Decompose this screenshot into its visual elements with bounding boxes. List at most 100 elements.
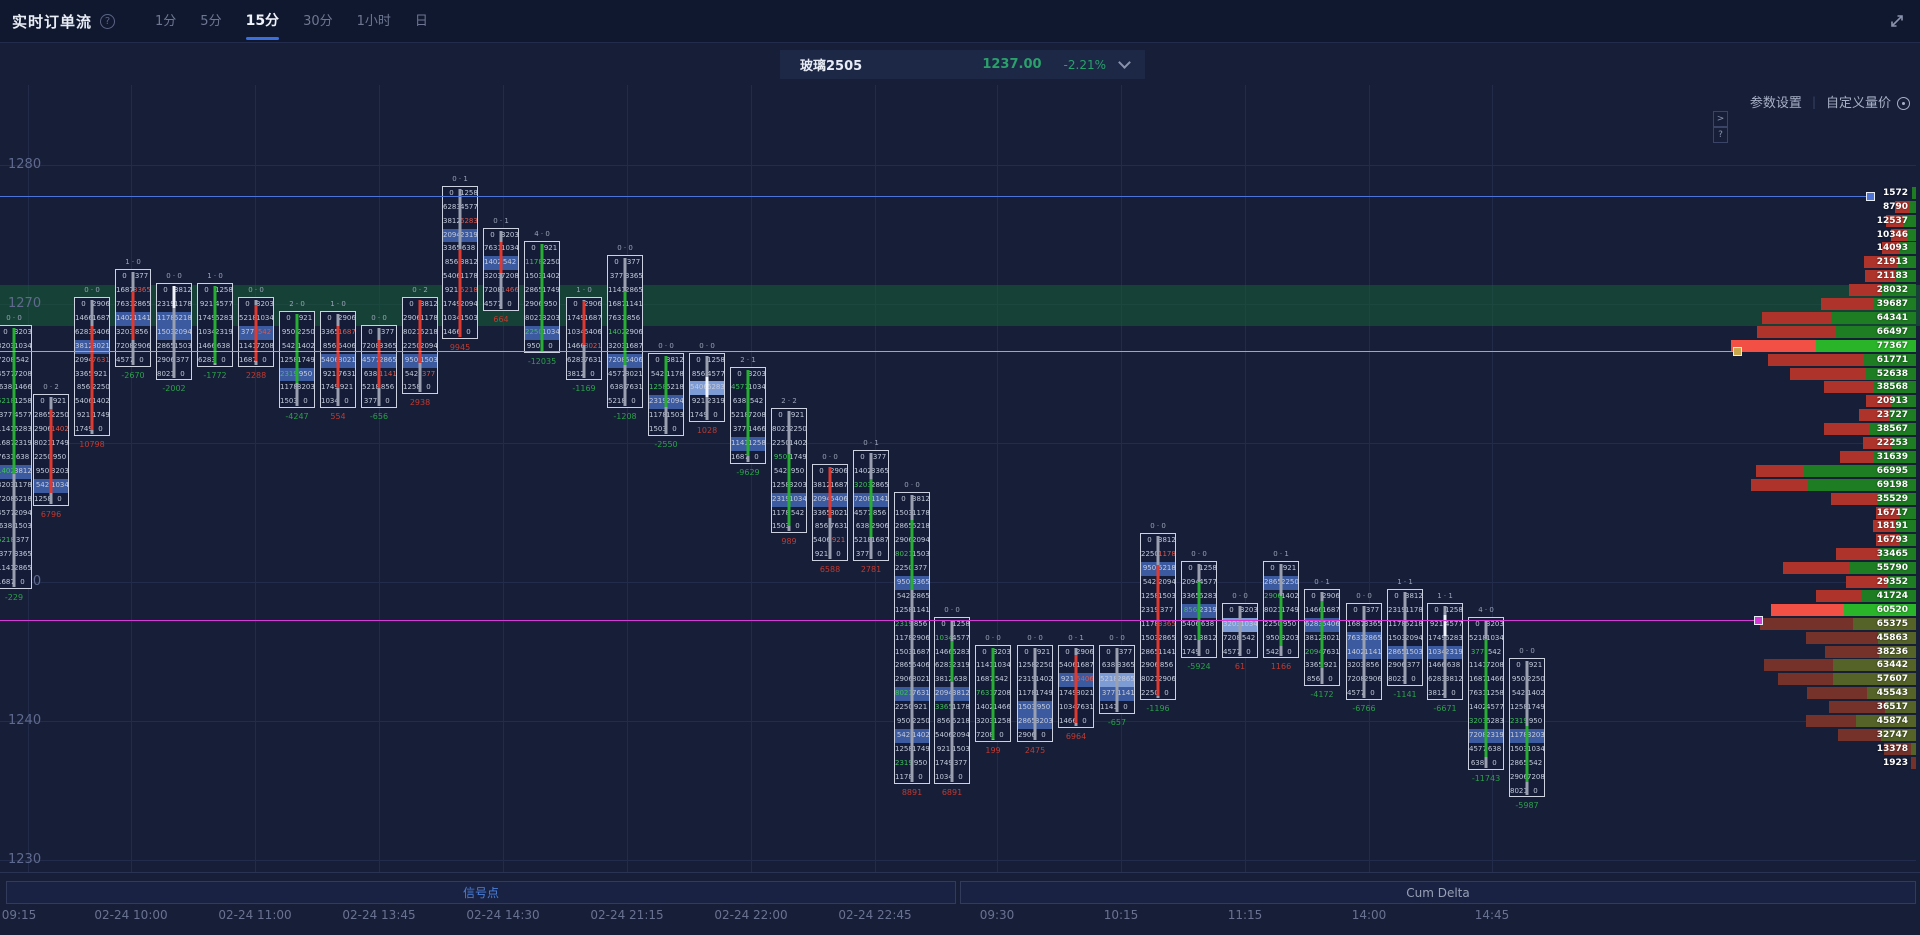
collapse-icon[interactable] [1888,12,1906,30]
footprint-candle[interactable]: 0 377 1687 3365 7631 2865 1402 1141 3203 856 7208 2… [1346,602,1382,701]
footprint-row: 7208 2906 [116,340,150,354]
footprint-candle[interactable]: 0 3203 3203 1034 7208 542 4577 0 [1222,602,1258,659]
ask-volume-cell: 638 [1487,744,1502,753]
upper-alert-line-handle[interactable] [1866,191,1875,201]
bid-volume-cell: 7631 [1347,633,1364,642]
ask-volume-cell: 7208 [256,341,273,350]
lower-alert-line-handle[interactable] [1754,615,1763,625]
footprint-row: 1749 0 [75,423,109,437]
poc-line [0,351,1742,353]
page-title: 实时订单流 [12,12,93,31]
price-gridline [0,443,1916,444]
bid-volume-cell: 1034 [935,772,952,781]
ask-volume-cell: 3203 [1486,619,1503,628]
candle-imbalance-marker: 0 · 0 [617,244,633,253]
symbol-selector[interactable]: 玻璃2505 1237.00 -2.21% [780,50,1145,79]
next-button[interactable]: > [1713,111,1728,127]
tab-1分[interactable]: 1分 [155,13,177,29]
bid-volume-cell: 0 [901,494,906,503]
footprint-candle[interactable]: 0 3812 2906 1178 8021 5218 2250 2094 950 1503 542 3… [402,297,438,395]
footprint-candle[interactable]: 0 921 2865 2250 2906 1402 8021 1749 2250 950 950 32… [1263,561,1299,659]
bid-volume-cell: 5406 [321,355,338,364]
ask-volume-cell: 6283 [1445,633,1462,642]
footprint-candle[interactable]: 0 921 950 2250 542 1402 1258 1749 2319 950 1178 320… [1509,658,1545,798]
bid-volume-cell: 5218 [239,313,256,322]
ask-volume-cell: 4577 [460,202,477,211]
tab-30分[interactable]: 30分 [303,13,333,29]
tab-日[interactable]: 日 [414,13,428,29]
footprint-row: 0 921 [34,395,68,409]
bid-volume-cell: 6283 [443,202,460,211]
footprint-candle[interactable]: 0 1258 1034 4577 1466 6283 6283 2319 3812 638 2094… [934,616,970,784]
signal-points-band[interactable]: 信号点 [6,881,956,904]
footprint-candle[interactable]: 0 2906 5406 1687 921 5406 1749 8021 1034 7631 1466… [1058,644,1094,728]
footprint-candle[interactable]: 0 3203 4577 1034 638 542 5218 7208 377 1466 1141 12… [730,366,766,464]
footprint-candle[interactable]: 0 2906 3812 1687 2094 5406 3365 8021 856 7631 5406… [812,463,848,562]
footprint-candle[interactable]: 0 1258 921 4577 1749 6283 1034 2319 1466 638 6283 0 [197,283,233,367]
upper-alert-line [0,195,1872,197]
footprint-candle[interactable]: 0 1258 6283 4577 3812 6283 2094 2319 3365 638 856 3… [442,185,478,339]
footprint-candle[interactable]: 0 377 638 3365 5218 2865 377 1141 1141 0 [1099,644,1135,715]
tab-1小时[interactable]: 1小时 [356,13,391,29]
panel-help-button[interactable]: ? [1713,127,1728,143]
footprint-candle[interactable]: 0 1258 921 4577 1749 6283 1034 2319 1466 638 6283 3… [1427,602,1463,701]
footprint-candle[interactable]: 0 921 950 2250 542 1402 1258 1749 2319 950 1178 320… [279,310,315,409]
footprint-candle[interactable]: 0 377 7208 3365 4577 2865 638 1141 5218 856 377 0 [361,324,397,409]
custom-volume-price-icon[interactable] [1897,97,1910,110]
footprint-candle[interactable]: 0 3203 7631 1034 1402 542 3203 7208 7208 1466 4577… [483,227,519,311]
bid-volume-cell: 1503 [1388,633,1405,642]
footprint-candle[interactable]: 0 921 1258 2250 2319 1402 1178 1749 1503 950 2865 3… [1017,644,1053,742]
footprint-candle[interactable]: 0 3203 5218 1034 377 542 1141 7208 1687 1466 7631 1… [1468,616,1504,770]
footprint-candle[interactable]: 0 3812 2319 1178 1178 5218 1503 2094 2865 1503 290… [156,283,192,381]
footprint-row: 1258 1141 [895,604,929,618]
footprint-row: 0 377 [116,270,150,284]
profile-buy-bar [1878,492,1916,505]
candle-delta-value: 664 [493,314,509,324]
footprint-candle[interactable]: 0 3812 542 1178 1258 5218 2319 2094 1178 1503 1503… [648,352,684,437]
help-icon[interactable]: ? [100,13,116,29]
footprint-candle[interactable]: 0320332031034720854245777208638146652181… [0,324,32,589]
poc-line-handle[interactable] [1733,347,1742,357]
ask-volume-cell: 0 [344,397,349,406]
cum-delta-band[interactable]: Cum Delta [960,881,1916,904]
footprint-candle[interactable]: 0 921 1178 2250 1503 1402 2865 1749 2906 950 8021 3… [524,241,560,353]
params-settings-button[interactable]: 参数设置 [1749,96,1802,111]
bid-volume-cell: 6283 [567,355,584,364]
bid-volume-cell: 950 [404,355,419,364]
bid-volume-cell: 950 [281,327,296,336]
bid-volume-cell: 1749 [198,313,215,322]
bid-volume-cell: 3365 [443,244,460,253]
footprint-candle[interactable]: 0 3203 1141 1034 1687 542 7631 7208 1402 1466 3203… [975,644,1011,742]
bid-volume-cell: 1034 [198,327,215,336]
footprint-row: 2094 7631 [1305,646,1339,660]
tab-5分[interactable]: 5分 [200,13,222,29]
ask-volume-cell: 921 [1528,661,1543,670]
bid-volume-cell: 3365 [321,327,338,336]
footprint-candle[interactable]: 0 3812 2319 1178 1178 5218 1503 2094 2865 1503 290… [1387,588,1423,687]
custom-volume-price-button[interactable]: 自定义量价 [1825,96,1891,111]
footprint-candle[interactable]: 0 3812 2250 1178 950 5218 542 2094 1258 1503 2319 3… [1140,533,1176,701]
footprint-candle[interactable]: 0 2906 3365 1687 856 5406 5406 8021 921 7631 1749 9… [320,310,356,409]
footprint-candle[interactable]: 0 1258 2094 4577 3365 6283 856 2319 5406 638 921 38… [1181,561,1217,659]
footprint-row: 638 1466 [0,381,31,395]
footprint-row: 5218 7208 [731,409,765,423]
footprint-candle[interactable]: 0 377 377 3365 1141 2865 1687 1141 7631 856 1402 29… [607,255,643,409]
orderflow-chart[interactable]: 1280127012601250124012301572879012537103… [0,44,1920,935]
footprint-candle[interactable]: 0 377 1402 3365 3203 2865 7208 1141 4577 856 638 29… [853,449,889,562]
bid-volume-cell: 7208 [362,341,379,350]
footprint-candle[interactable]: 0 921 2865 2250 2906 1402 8021 1749 2250 950 950 32… [33,394,69,506]
footprint-candle[interactable]: 0 1258 856 4577 5406 6283 921 2319 1749 0 [689,352,725,423]
footprint-candle[interactable]: 0 377 1687 3365 7631 2865 1402 1141 3203 856 7208 2… [115,269,151,367]
footprint-candle[interactable]: 0 921 8021 2250 2250 1402 950 1749 542 950 1258 320… [771,408,807,534]
ask-volume-cell: 377 [1365,605,1380,614]
footprint-row: 1503 1687 [895,646,929,660]
footprint-candle[interactable]: 0 2906 1749 1687 1034 5406 1466 8021 6283 7631 381… [566,297,602,381]
footprint-candle[interactable]: 0 3203 5218 1034 377 542 1141 7208 1687 0 [238,297,274,367]
footprint-candle[interactable]: 0 2906 1466 1687 6283 5406 3812 8021 2094 7631 336… [1304,588,1340,687]
bid-volume-cell: 2865 [34,411,51,420]
tab-15分[interactable]: 15分 [234,0,291,43]
footprint-row: 45777208 [0,368,31,382]
footprint-candle[interactable]: 0 2906 1466 1687 6283 5406 3812 8021 2094 7631 336… [74,297,110,437]
candle-imbalance-marker: 0 · 0 [1191,550,1207,559]
footprint-candle[interactable]: 0 3812 1503 1178 2865 5218 2906 2094 8021 1503 225… [894,491,930,784]
